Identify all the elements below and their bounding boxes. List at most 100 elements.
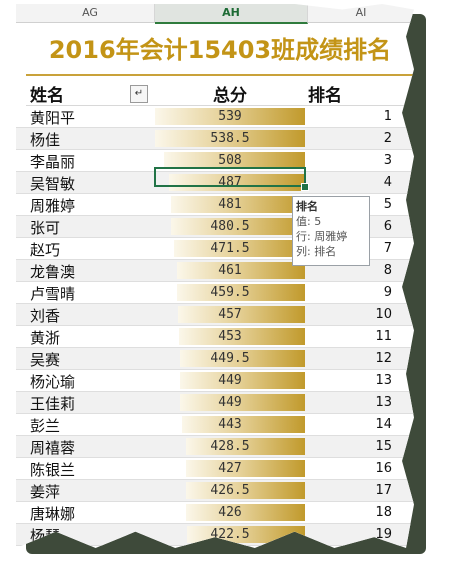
score-value: 457 xyxy=(218,307,242,322)
cell-name[interactable]: 吴赛 xyxy=(30,351,61,369)
cell-name[interactable]: 周禧蓉 xyxy=(30,439,76,457)
cell-rank[interactable]: 13 xyxy=(375,373,392,388)
column-header-ah[interactable]: AH xyxy=(155,4,308,24)
cell-score[interactable]: 539 xyxy=(155,108,305,125)
cell-score[interactable]: 457 xyxy=(155,306,305,323)
cell-name[interactable]: 龙鲁澳 xyxy=(30,263,76,281)
cell-rank[interactable]: 18 xyxy=(375,505,392,520)
cell-score[interactable]: 426.5 xyxy=(155,482,305,499)
table-row[interactable]: 杨佳 538.5 2 xyxy=(16,128,414,150)
score-data-bar xyxy=(186,438,305,455)
header-rank[interactable]: 排名 xyxy=(308,86,342,106)
table-row[interactable]: 吴赛 449.5 12 xyxy=(16,348,414,370)
active-cell-selection[interactable] xyxy=(154,167,306,187)
score-value: 481 xyxy=(218,197,242,212)
cell-score[interactable]: 453 xyxy=(155,328,305,345)
cell-score[interactable]: 471.5 xyxy=(155,240,305,257)
cell-rank[interactable]: 13 xyxy=(375,395,392,410)
cell-name[interactable]: 黄阳平 xyxy=(30,109,76,127)
cell-score[interactable]: 428.5 xyxy=(155,438,305,455)
score-value: 508 xyxy=(218,153,242,168)
table-row[interactable]: 卢雪晴 459.5 9 xyxy=(16,282,414,304)
cell-name[interactable]: 杨佳 xyxy=(30,131,61,149)
cell-name[interactable]: 黄浙 xyxy=(30,329,61,347)
cell-name[interactable]: 陈银兰 xyxy=(30,461,76,479)
cell-rank[interactable]: 19 xyxy=(375,527,392,542)
column-header-ag[interactable]: AG xyxy=(26,4,155,22)
header-score[interactable]: 总分 xyxy=(213,86,247,106)
table-row[interactable]: 王佳莉 449 13 xyxy=(16,392,414,414)
table-row[interactable]: 姜萍 426.5 17 xyxy=(16,480,414,502)
score-data-bar xyxy=(178,306,305,323)
cell-name[interactable]: 周雅婷 xyxy=(30,197,76,215)
cell-rank[interactable]: 11 xyxy=(375,329,392,344)
table-row[interactable]: 唐琳娜 426 18 xyxy=(16,502,414,524)
filter-dropdown-icon[interactable]: ↵ xyxy=(130,85,148,103)
cell-rank[interactable]: 3 xyxy=(383,153,392,168)
cell-rank[interactable]: 12 xyxy=(375,351,392,366)
fill-handle[interactable] xyxy=(301,183,309,191)
cell-rank[interactable]: 16 xyxy=(375,461,392,476)
cell-rank[interactable]: 7 xyxy=(383,241,392,256)
table-row[interactable]: 赵巧 471.5 7 xyxy=(16,238,414,260)
score-value: 422.5 xyxy=(210,527,250,542)
cell-score[interactable]: 426 xyxy=(155,504,305,521)
cell-name[interactable]: 姜萍 xyxy=(30,483,61,501)
score-value: 428.5 xyxy=(210,439,250,454)
cell-rank[interactable]: 15 xyxy=(375,439,392,454)
cell-name[interactable]: 王佳莉 xyxy=(30,395,76,413)
table-row[interactable]: 周雅婷 481 5 xyxy=(16,194,414,216)
table-row[interactable]: 黄浙 453 11 xyxy=(16,326,414,348)
cell-name[interactable]: 卢雪晴 xyxy=(30,285,76,303)
cell-name[interactable]: 吴智敏 xyxy=(30,175,76,193)
column-header-ai[interactable]: AI xyxy=(308,4,414,22)
cell-score[interactable]: 538.5 xyxy=(155,130,305,147)
cell-name[interactable]: 李晶丽 xyxy=(30,153,76,171)
score-value: 459.5 xyxy=(210,285,250,300)
table-row[interactable]: 陈银兰 427 16 xyxy=(16,458,414,480)
cell-score[interactable]: 449.5 xyxy=(155,350,305,367)
table-row[interactable]: 黄阳平 539 1 xyxy=(16,106,414,128)
header-name[interactable]: 姓名 xyxy=(30,86,64,106)
score-data-bar xyxy=(186,460,305,477)
cell-score[interactable]: 427 xyxy=(155,460,305,477)
table-row[interactable]: 彭兰 443 14 xyxy=(16,414,414,436)
score-data-bar xyxy=(186,482,305,499)
cell-rank[interactable]: 4 xyxy=(383,175,392,190)
cell-score[interactable]: 481 xyxy=(155,196,305,213)
cell-score[interactable]: 443 xyxy=(155,416,305,433)
cell-name[interactable]: 彭兰 xyxy=(30,417,61,435)
table-row[interactable]: 刘香 457 10 xyxy=(16,304,414,326)
table-row[interactable]: 李晶丽 508 3 xyxy=(16,150,414,172)
cell-name[interactable]: 赵巧 xyxy=(30,241,61,259)
cell-name[interactable]: 张可 xyxy=(30,219,61,237)
cell-score[interactable]: 449 xyxy=(155,394,305,411)
cell-rank[interactable]: 5 xyxy=(383,197,392,212)
cell-rank[interactable]: 17 xyxy=(375,483,392,498)
table-row[interactable]: 周禧蓉 428.5 15 xyxy=(16,436,414,458)
cell-score[interactable]: 461 xyxy=(155,262,305,279)
score-data-bar xyxy=(174,240,305,257)
score-value: 449 xyxy=(218,395,242,410)
cell-name[interactable]: 唐琳娜 xyxy=(30,505,76,523)
cell-rank[interactable]: 8 xyxy=(383,263,392,278)
score-value: 449.5 xyxy=(210,351,250,366)
score-value: 461 xyxy=(218,263,242,278)
score-data-bar xyxy=(180,350,305,367)
cell-rank[interactable]: 6 xyxy=(383,219,392,234)
cell-rank[interactable]: 9 xyxy=(383,285,392,300)
table-row[interactable]: 杨沁瑜 449 13 xyxy=(16,370,414,392)
score-value: 480.5 xyxy=(210,219,250,234)
cell-score[interactable]: 459.5 xyxy=(155,284,305,301)
cell-score[interactable]: 449 xyxy=(155,372,305,389)
cell-score[interactable]: 480.5 xyxy=(155,218,305,235)
cell-rank[interactable]: 1 xyxy=(383,109,392,124)
cell-score[interactable]: 508 xyxy=(155,152,305,169)
cell-rank[interactable]: 10 xyxy=(375,307,392,322)
score-value: 538.5 xyxy=(210,131,250,146)
cell-rank[interactable]: 2 xyxy=(383,131,392,146)
cell-name[interactable]: 杨沁瑜 xyxy=(30,373,76,391)
cell-rank[interactable]: 14 xyxy=(375,417,392,432)
cell-name[interactable]: 刘香 xyxy=(30,307,61,325)
spreadsheet-view: AG AH AI 2016年会计15403班成绩排名 姓名 ↵ 总分 排名 黄阳… xyxy=(16,4,414,548)
